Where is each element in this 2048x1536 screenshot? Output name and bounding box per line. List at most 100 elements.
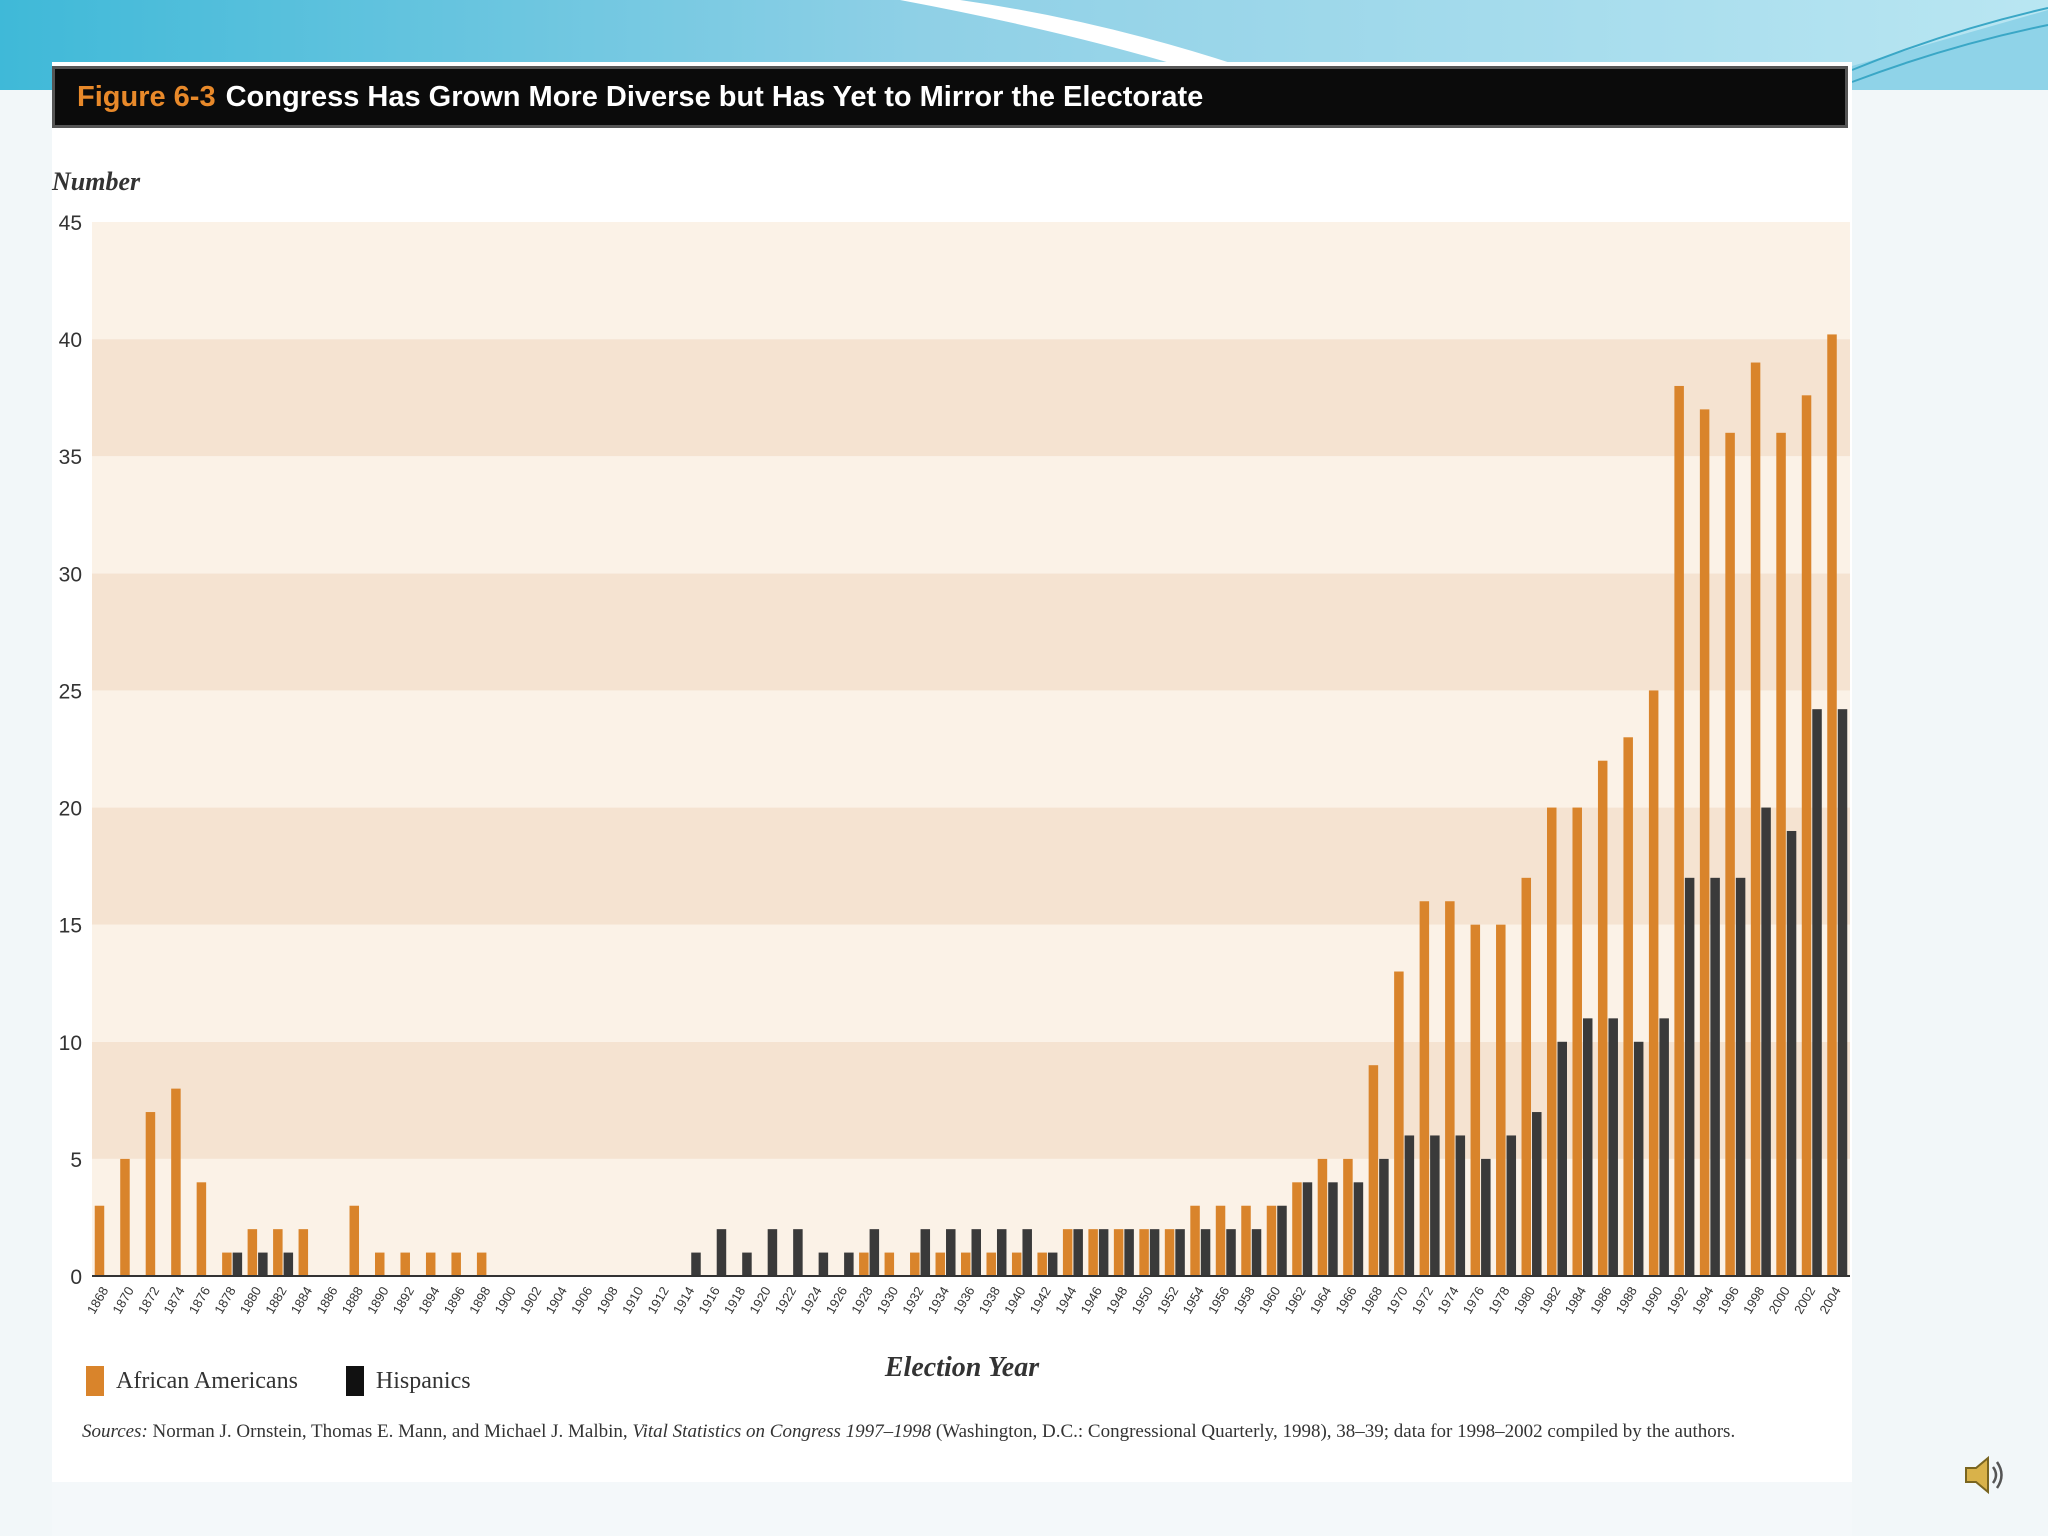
- bar-african-americans: [145, 1112, 156, 1276]
- y-tick-label: 45: [59, 212, 82, 235]
- bar-african-americans: [1190, 1205, 1200, 1276]
- source-rest: (Washington, D.C.: Congressional Quarter…: [935, 1421, 1736, 1442]
- x-tick-label: 1958: [1230, 1284, 1257, 1317]
- x-tick-label: 1940: [1001, 1284, 1028, 1317]
- bar-african-americans: [120, 1158, 130, 1276]
- x-tick-label: 1986: [1587, 1284, 1614, 1317]
- x-tick-label: 1870: [109, 1284, 136, 1317]
- bar-hispanics: [691, 1252, 701, 1276]
- bar-hispanics: [1735, 877, 1746, 1276]
- legend-swatch-hispanics: [345, 1366, 364, 1396]
- x-tick-label: 1952: [1154, 1284, 1181, 1317]
- bar-african-americans: [1088, 1229, 1098, 1276]
- x-tick-label: 1998: [1740, 1284, 1767, 1317]
- bar-hispanics: [1353, 1182, 1364, 1276]
- bar-african-americans: [1648, 690, 1659, 1276]
- bar-african-americans: [476, 1252, 487, 1276]
- bar-hispanics: [869, 1229, 880, 1276]
- x-tick-label: 1900: [492, 1284, 519, 1317]
- bar-african-americans: [273, 1229, 283, 1276]
- bar-african-americans: [1547, 807, 1557, 1276]
- figure-title: Congress Has Grown More Diverse but Has …: [225, 80, 1204, 113]
- bar-african-americans: [222, 1252, 232, 1276]
- x-tick-label: 1948: [1103, 1284, 1130, 1317]
- x-tick-label: 1968: [1358, 1284, 1385, 1317]
- bar-hispanics: [1837, 709, 1848, 1276]
- bar-african-americans: [935, 1252, 946, 1276]
- bar-african-americans: [1343, 1158, 1353, 1276]
- legend-label-african-americans: African Americans: [116, 1367, 298, 1394]
- y-tick-label: 15: [59, 915, 82, 938]
- x-tick-label: 1950: [1128, 1284, 1155, 1317]
- bar-african-americans: [451, 1252, 461, 1276]
- bar-hispanics: [1633, 1041, 1644, 1276]
- x-tick-label: 1880: [237, 1284, 264, 1317]
- bar-hispanics: [971, 1229, 981, 1276]
- bar-african-americans: [986, 1252, 996, 1276]
- bar-african-americans: [196, 1182, 207, 1276]
- grid-band: [92, 690, 1850, 808]
- bar-hispanics: [1557, 1041, 1567, 1276]
- speaker-icon[interactable]: [1960, 1450, 2010, 1500]
- x-tick-label: 1978: [1485, 1284, 1512, 1317]
- y-tick-label: 40: [59, 329, 82, 352]
- x-tick-label: 1930: [874, 1284, 901, 1317]
- x-tick-label: 1938: [976, 1284, 1003, 1317]
- x-tick-label: 1882: [262, 1284, 289, 1317]
- bar-african-americans: [1419, 901, 1430, 1276]
- bar-african-americans: [1827, 334, 1837, 1277]
- x-tick-label: 1892: [390, 1284, 417, 1317]
- bar-african-americans: [1776, 432, 1786, 1276]
- bar-african-americans: [1368, 1065, 1379, 1276]
- x-tick-label: 1944: [1052, 1284, 1079, 1317]
- x-tick-label: 1954: [1179, 1284, 1206, 1317]
- source-authors: Norman J. Ornstein, Thomas E. Mann, and …: [152, 1421, 628, 1442]
- x-tick-label: 1984: [1562, 1284, 1589, 1317]
- bar-hispanics: [1226, 1229, 1236, 1276]
- bar-african-americans: [1725, 432, 1735, 1276]
- x-tick-label: 1908: [593, 1284, 620, 1317]
- x-tick-label: 1878: [211, 1284, 238, 1317]
- bar-hispanics: [283, 1252, 294, 1276]
- bar-hispanics: [1684, 877, 1695, 1276]
- bar-african-americans: [1445, 901, 1455, 1276]
- bar-african-americans: [1496, 924, 1506, 1276]
- grid-band: [92, 573, 1850, 691]
- x-tick-label: 1886: [313, 1284, 340, 1317]
- y-tick-label: 5: [70, 1149, 82, 1172]
- bar-hispanics: [1098, 1229, 1109, 1276]
- x-tick-label: 1982: [1536, 1284, 1563, 1317]
- bar-african-americans: [1521, 877, 1532, 1276]
- bar-african-americans: [1139, 1229, 1149, 1276]
- y-tick-label: 0: [70, 1266, 82, 1289]
- x-tick-label: 1994: [1689, 1284, 1716, 1317]
- x-tick-label: 1990: [1638, 1284, 1665, 1317]
- legend-item-african-americans: African Americans: [86, 1366, 298, 1396]
- x-tick-label: 1980: [1511, 1284, 1538, 1317]
- bar-african-americans: [859, 1252, 869, 1276]
- x-tick-label: 2000: [1765, 1284, 1792, 1317]
- x-tick-label: 1888: [339, 1284, 366, 1317]
- bar-african-americans: [425, 1252, 436, 1276]
- bar-hispanics: [1455, 1135, 1466, 1276]
- bar-hispanics: [1175, 1229, 1185, 1276]
- bar-african-americans: [1292, 1182, 1302, 1276]
- x-tick-label: 1868: [84, 1284, 111, 1317]
- bar-hispanics: [1761, 807, 1771, 1276]
- bar-hispanics: [1149, 1229, 1160, 1276]
- bar-african-americans: [1011, 1252, 1022, 1276]
- x-tick-label: 1992: [1664, 1284, 1691, 1317]
- y-tick-label: 25: [59, 680, 82, 703]
- bar-hispanics: [742, 1252, 752, 1276]
- bar-hispanics: [1404, 1135, 1415, 1276]
- x-tick-label: 1898: [466, 1284, 493, 1317]
- x-tick-label: 1872: [135, 1284, 162, 1317]
- x-tick-label: 1974: [1434, 1284, 1461, 1317]
- bar-hispanics: [920, 1229, 931, 1276]
- x-tick-label: 1960: [1256, 1284, 1283, 1317]
- bar-hispanics: [1532, 1112, 1542, 1276]
- grid-band: [92, 456, 1850, 574]
- grid-band: [92, 924, 1850, 1042]
- bar-hispanics: [1710, 877, 1720, 1276]
- bar-hispanics: [1073, 1229, 1083, 1276]
